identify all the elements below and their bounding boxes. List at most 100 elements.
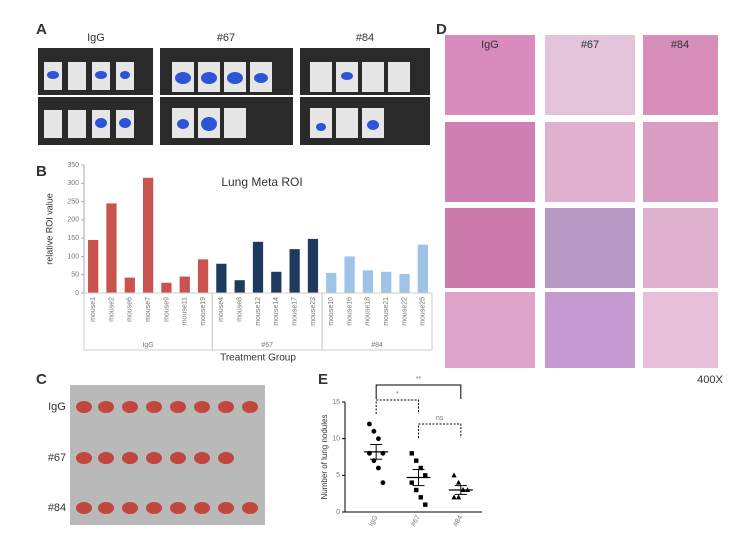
point [423, 502, 428, 507]
x-tick-label: #84 [452, 514, 464, 528]
y-tick-label: 0 [75, 290, 79, 297]
point [376, 436, 381, 442]
bar [142, 177, 154, 293]
significance-bracket [375, 399, 419, 414]
x-tick-label: mouse22 [401, 297, 408, 326]
column-label: #84 [356, 32, 374, 44]
bar [381, 271, 392, 293]
group-label: #84 [371, 342, 383, 349]
y-tick-label: 50 [71, 272, 79, 279]
point [414, 487, 419, 493]
x-tick-label: mouse23 [310, 297, 317, 326]
point [371, 428, 377, 434]
panel-label: C [36, 371, 47, 388]
x-tick-label: mouse12 [255, 297, 262, 326]
x-tick-label: mouse1 [90, 297, 97, 322]
row-label: #84 [48, 502, 66, 514]
point [451, 494, 457, 500]
y-tick-label: 5 [336, 472, 340, 479]
point [418, 495, 423, 500]
magnification: 400X [697, 374, 723, 386]
bar [326, 272, 337, 293]
bar [399, 273, 410, 293]
point [455, 479, 462, 485]
y-tick-label: 350 [67, 162, 79, 169]
bar [271, 271, 282, 293]
significance-label: * [396, 391, 399, 398]
x-tick-label: mouse25 [420, 297, 427, 326]
point [380, 480, 386, 486]
bar [234, 280, 245, 293]
bar [197, 259, 209, 293]
significance-bracket [375, 384, 462, 399]
row-label: IgG [48, 401, 66, 413]
column-label: #67 [217, 32, 235, 44]
y-tick-label: 250 [67, 198, 79, 205]
bar [216, 263, 227, 293]
point [376, 465, 381, 471]
bar [88, 239, 99, 293]
y-axis-label: Number of lung nodules [320, 415, 329, 500]
panel-label: D [436, 21, 447, 38]
histology-grid [445, 35, 718, 368]
column-label: #67 [581, 39, 599, 51]
point [455, 494, 462, 500]
point [418, 465, 423, 471]
significance-label: ** [416, 376, 422, 383]
x-tick-label: mouse9 [163, 297, 170, 322]
imaging-panels [38, 48, 430, 145]
y-axis-label: relative ROI value [44, 193, 54, 265]
bar [179, 276, 190, 293]
y-tick-label: 200 [67, 217, 79, 224]
x-tick-label: mouse4 [218, 297, 225, 322]
column-label: #84 [671, 39, 689, 51]
y-tick-label: 300 [67, 180, 79, 187]
column-label: IgG [481, 39, 499, 51]
x-tick-label: mouse10 [328, 297, 335, 326]
x-tick-label: mouse21 [383, 297, 390, 326]
bar-chart: Lung Meta ROI relative ROI value 0 50 100 150… [44, 162, 433, 364]
x-tick-label: mouse17 [291, 297, 298, 326]
y-tick-label: 0 [336, 509, 340, 516]
group-label: #67 [261, 342, 273, 349]
x-tick-label: mouse18 [365, 297, 372, 326]
significance-bracket [418, 423, 462, 438]
x-tick-label: mouse6 [127, 297, 134, 322]
dot-plot: Number of lung nodules 0 5 10 15 IgG #67 #84 * ns… [320, 376, 482, 528]
x-tick-label: mouse16 [346, 297, 353, 326]
bar [161, 282, 172, 293]
x-axis-label: Treatment Group [220, 353, 296, 364]
point [409, 451, 414, 456]
point [367, 421, 372, 427]
group-box [321, 292, 433, 351]
x-tick-label: mouse11 [182, 297, 189, 325]
x-tick-label: mouse2 [108, 297, 115, 322]
point [423, 473, 428, 478]
y-tick-label: 100 [67, 253, 79, 260]
x-tick-label: mouse7 [145, 297, 152, 322]
bar [252, 241, 264, 293]
bar [289, 249, 300, 293]
x-tick-label: mouse19 [200, 297, 207, 326]
point [409, 480, 414, 485]
group-label: IgG [142, 342, 153, 349]
bar [106, 203, 117, 293]
x-tick-label: #67 [410, 514, 422, 528]
column-label: IgG [87, 32, 105, 44]
panel-label: E [318, 371, 328, 388]
bar [362, 270, 374, 293]
bar [307, 238, 319, 293]
row-label: #67 [48, 452, 66, 464]
y-tick-label: 10 [332, 436, 340, 443]
significance-label: ns [436, 415, 444, 422]
y-tick-label: 15 [332, 399, 340, 406]
x-tick-label: IgG [368, 514, 380, 527]
panel-label: A [36, 21, 47, 38]
point [414, 458, 419, 463]
x-tick-label: mouse8 [237, 297, 244, 322]
point [451, 472, 457, 478]
x-tick-label: mouse14 [273, 297, 280, 326]
bar [124, 277, 135, 293]
panel-label: B [36, 163, 47, 180]
